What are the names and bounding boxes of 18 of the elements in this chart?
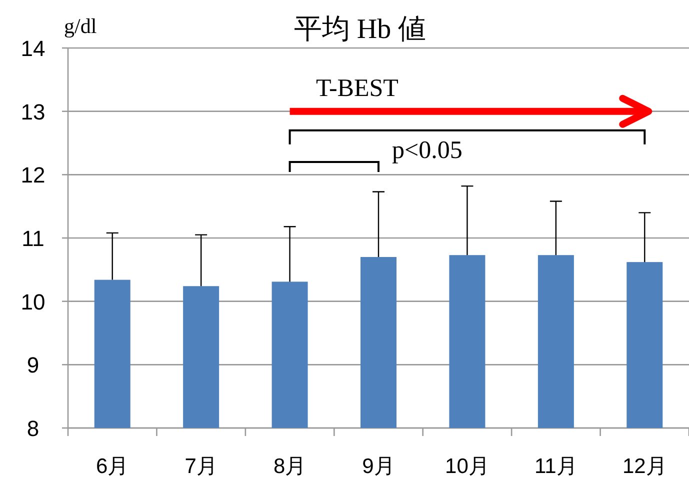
y-tick-label: 11 [22,226,44,251]
y-tick-label: 13 [20,99,46,124]
x-tick-label: 7月 [184,455,218,477]
x-tick-label: 9月 [362,455,395,477]
x-tick-label: 10月 [445,455,490,477]
x-tick-label: 11月 [534,455,578,477]
y-tick-label: 10 [20,289,46,314]
y-tick-label: 9 [26,352,40,378]
y-tick-label: 14 [20,36,46,61]
x-tick-label: 6月 [96,455,129,477]
x-tick-label: 12月 [622,455,667,477]
chart-title: 平均 Hb 値 [294,14,426,45]
annotation: p<0.05 [392,137,462,164]
annotation: T-BEST [316,75,398,102]
y-tick-label: 8 [26,416,40,441]
y-tick-label: 12 [20,162,46,188]
y-axis-title: g/dl [64,14,97,38]
x-tick-label: 8月 [273,455,306,477]
